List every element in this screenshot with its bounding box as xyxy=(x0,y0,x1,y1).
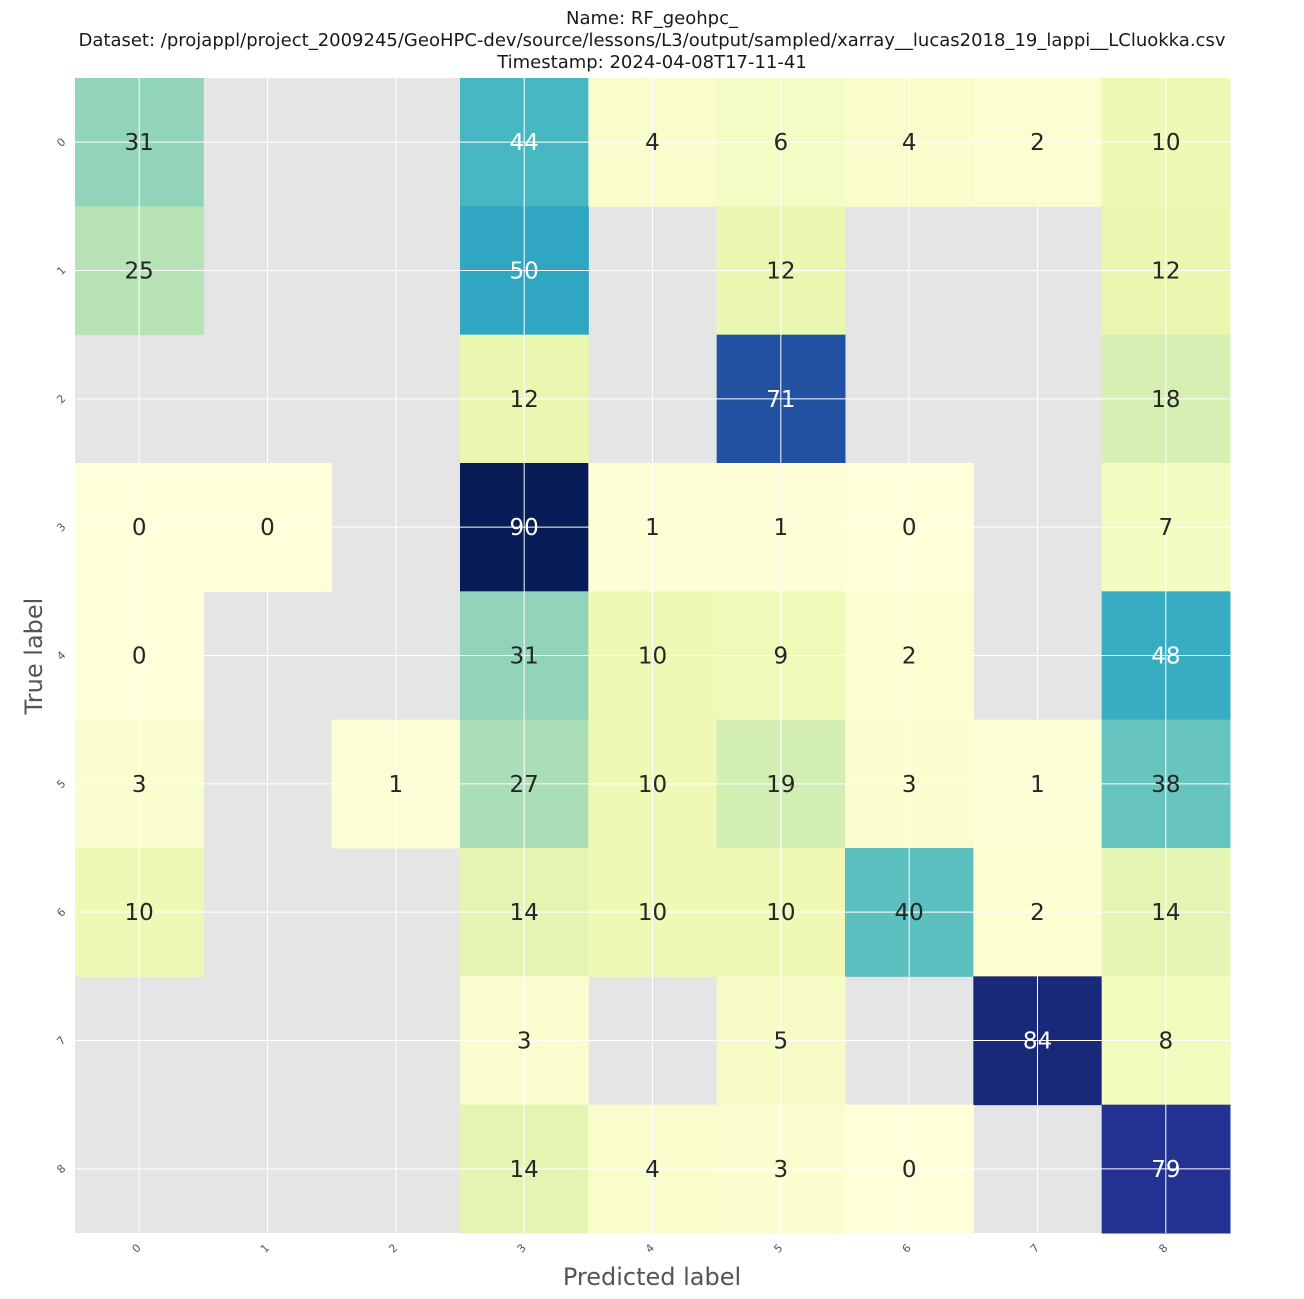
y-tick-label-3: 3 xyxy=(54,520,68,534)
x-tick-label-7: 7 xyxy=(1028,1241,1042,1255)
cell-value-r5-c6: 3 xyxy=(902,772,917,798)
cell-value-r4-c6: 2 xyxy=(902,644,917,670)
cell-value-r6-c7: 2 xyxy=(1030,900,1045,926)
x-tick-label-4: 4 xyxy=(643,1241,657,1255)
y-tick-label-2: 2 xyxy=(54,392,68,406)
cell-value-r0-c4: 4 xyxy=(645,130,660,156)
cell-value-r1-c5: 12 xyxy=(766,259,795,285)
cell-value-r4-c5: 9 xyxy=(774,644,789,670)
cell-value-r8-c6: 0 xyxy=(902,1157,917,1183)
x-tick-labels: 0 1 2 3 4 5 6 7 8 xyxy=(130,1241,1171,1255)
cell-value-r0-c3: 44 xyxy=(510,130,539,156)
cell-value-r2-c3: 12 xyxy=(510,387,539,413)
cell-value-r1-c8: 12 xyxy=(1151,259,1180,285)
cell-value-r6-c3: 14 xyxy=(510,900,539,926)
cell-value-r8-c4: 4 xyxy=(645,1157,660,1183)
cell-value-r4-c3: 31 xyxy=(510,644,539,670)
cell-value-r5-c5: 19 xyxy=(766,772,795,798)
y-tick-label-0: 0 xyxy=(54,135,68,149)
y-axis-label: True label xyxy=(20,598,48,716)
cell-value-r0-c6: 4 xyxy=(902,130,917,156)
x-tick-label-5: 5 xyxy=(771,1241,785,1255)
cell-value-r7-c8: 8 xyxy=(1159,1029,1174,1055)
cell-value-r0-c5: 6 xyxy=(774,130,789,156)
cell-value-r8-c5: 3 xyxy=(774,1157,789,1183)
cell-value-r6-c0: 10 xyxy=(125,900,154,926)
x-tick-label-6: 6 xyxy=(900,1241,914,1255)
cell-value-r0-c0: 31 xyxy=(125,130,154,156)
y-tick-label-8: 8 xyxy=(54,1162,68,1176)
cell-value-r5-c8: 38 xyxy=(1151,772,1180,798)
cell-value-r3-c0: 0 xyxy=(132,515,147,541)
y-tick-label-7: 7 xyxy=(54,1034,68,1048)
x-tick-label-2: 2 xyxy=(386,1241,400,1255)
y-tick-label-5: 5 xyxy=(54,777,68,791)
cell-value-r7-c7: 84 xyxy=(1023,1029,1052,1055)
x-tick-label-3: 3 xyxy=(515,1241,529,1255)
cell-value-r5-c7: 1 xyxy=(1030,772,1045,798)
cell-value-r2-c5: 71 xyxy=(766,387,795,413)
cell-value-r3-c4: 1 xyxy=(645,515,660,541)
x-axis-label: Predicted label xyxy=(563,1263,741,1291)
y-tick-label-1: 1 xyxy=(54,264,68,278)
cell-value-r4-c8: 48 xyxy=(1151,644,1180,670)
cell-value-r3-c3: 90 xyxy=(510,515,539,541)
y-tick-label-4: 4 xyxy=(54,649,68,663)
cell-value-r1-c0: 25 xyxy=(125,259,154,285)
y-tick-labels: 0 1 2 3 4 5 6 7 8 xyxy=(54,135,68,1176)
cell-value-r6-c8: 14 xyxy=(1151,900,1180,926)
y-tick-label-6: 6 xyxy=(54,905,68,919)
cell-value-r3-c1: 0 xyxy=(260,515,275,541)
x-tick-label-1: 1 xyxy=(258,1241,272,1255)
x-tick-label-8: 8 xyxy=(1156,1241,1170,1255)
cell-value-r3-c8: 7 xyxy=(1159,515,1174,541)
cell-value-r1-c3: 50 xyxy=(510,259,539,285)
cell-value-r7-c3: 3 xyxy=(517,1029,532,1055)
cell-value-r8-c3: 14 xyxy=(510,1157,539,1183)
cell-value-r4-c4: 10 xyxy=(638,644,667,670)
cell-value-r8-c8: 79 xyxy=(1151,1157,1180,1183)
cell-value-r5-c3: 27 xyxy=(510,772,539,798)
cell-value-r7-c5: 5 xyxy=(774,1029,789,1055)
cell-value-r0-c7: 2 xyxy=(1030,130,1045,156)
title-line-2: Timestamp: 2024-04-08T17-11-41 xyxy=(496,52,807,73)
cell-value-r2-c8: 18 xyxy=(1151,387,1180,413)
title-line-0: Name: RF_geohpc_ xyxy=(566,8,739,29)
cell-value-r0-c8: 10 xyxy=(1151,130,1180,156)
x-tick-label-0: 0 xyxy=(130,1241,144,1255)
chart-title: Name: RF_geohpc_Dataset: /projappl/proje… xyxy=(79,8,1226,73)
cell-value-r5-c4: 10 xyxy=(638,772,667,798)
cell-value-r6-c4: 10 xyxy=(638,900,667,926)
cell-value-r3-c5: 1 xyxy=(774,515,789,541)
cell-value-r5-c0: 3 xyxy=(132,772,147,798)
cell-value-r6-c5: 10 xyxy=(766,900,795,926)
title-line-1: Dataset: /projappl/project_2009245/GeoHP… xyxy=(79,30,1226,51)
cell-value-r4-c0: 0 xyxy=(132,644,147,670)
cell-value-r3-c6: 0 xyxy=(902,515,917,541)
gridlines xyxy=(75,78,1230,1233)
cell-value-r5-c2: 1 xyxy=(389,772,404,798)
cell-value-r6-c6: 40 xyxy=(895,900,924,926)
